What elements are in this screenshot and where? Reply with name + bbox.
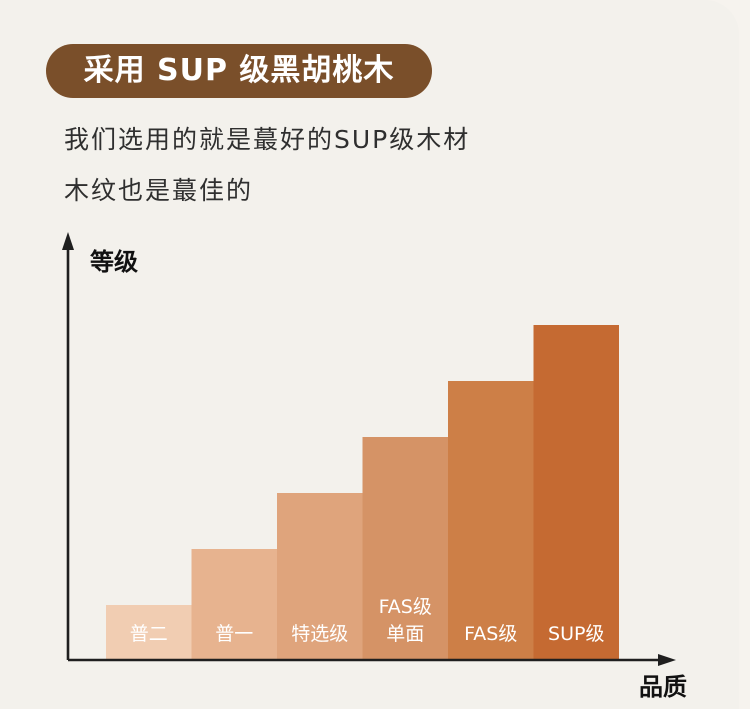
bar-label-4: FAS级单面 (379, 596, 432, 645)
bar-label-1: 普二 (130, 623, 168, 645)
description-line-2: 木纹也是蕞佳的 (64, 176, 254, 205)
title-banner: 采用 SUP 级黑胡桃木 (46, 44, 432, 98)
y-axis-arrow-icon (62, 232, 74, 250)
bar-label-3: 特选级 (291, 623, 348, 645)
description-line-1: 我们选用的就是蕞好的SUP级木材 (64, 125, 471, 154)
bar-label-5: FAS级 (464, 623, 517, 645)
x-axis-label: 品质 (639, 673, 687, 701)
bar-label-6: SUP级 (548, 623, 604, 645)
bar-label-line: 单面 (386, 623, 424, 645)
y-axis-label: 等级 (90, 248, 138, 276)
bar-label-2: 普一 (215, 623, 253, 645)
bar-4 (362, 437, 448, 660)
bar-3 (277, 493, 363, 660)
bar-6 (533, 325, 619, 660)
bar-1 (106, 605, 192, 660)
x-axis-arrow-icon (658, 654, 676, 666)
bar-2 (191, 549, 277, 660)
bars-group (106, 325, 619, 660)
bar-5 (448, 381, 534, 660)
bar-label-line: FAS级 (379, 596, 432, 618)
